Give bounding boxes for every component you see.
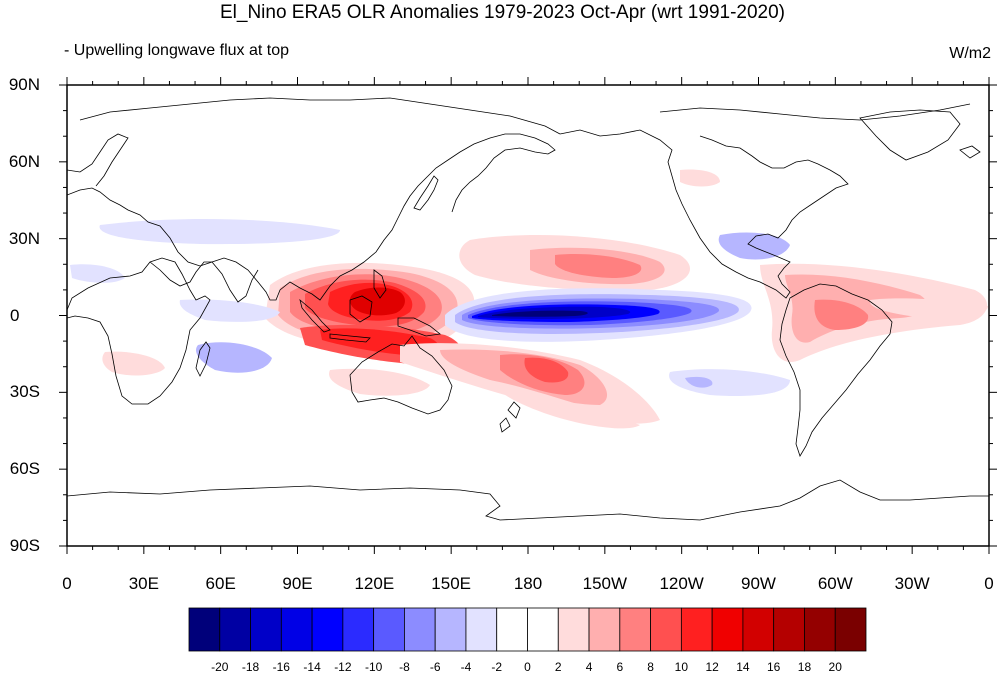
colorbar-label: 10 <box>674 660 689 674</box>
greenland-coastline <box>859 109 961 161</box>
colorbar-swatch <box>619 607 651 652</box>
latitude-label: 60S <box>9 459 40 479</box>
new-zealand-coastline <box>499 401 521 433</box>
colorbar-swatch <box>711 607 744 652</box>
longitude-label: 30W <box>894 574 930 593</box>
colorbar-swatch <box>404 607 436 652</box>
longitude-label: 30E <box>128 574 159 593</box>
coastlines <box>67 97 989 521</box>
colorbar-swatch <box>557 607 590 652</box>
anomaly-field <box>70 169 988 429</box>
colorbar-label: 4 <box>585 660 593 674</box>
colorbar-label: -20 <box>211 660 229 674</box>
antarctica-coastline <box>67 479 989 521</box>
minor-anomalies <box>70 169 988 429</box>
europe-coastline <box>67 133 129 187</box>
colorbar-label: 16 <box>766 660 781 674</box>
latitude-label: 0 <box>10 305 20 325</box>
colorbar-swatch <box>773 607 805 652</box>
longitude-label: 60E <box>205 574 236 593</box>
colorbar-swatch <box>342 607 375 652</box>
latitude-label: 90S <box>9 536 40 555</box>
iceland-coastline <box>959 145 981 159</box>
latitude-label: 30N <box>8 228 40 248</box>
americas-positive-anomaly <box>760 263 987 362</box>
japan-coastline <box>413 175 439 211</box>
latitude-label: 30S <box>9 382 40 402</box>
south-america-coastline <box>779 283 893 457</box>
arctic-coastline-north-america <box>659 103 971 121</box>
axis-ticks <box>59 77 997 554</box>
colorbar-swatch <box>280 607 313 652</box>
colorbar-label: 14 <box>736 660 750 674</box>
colorbar-label: -16 <box>272 660 290 674</box>
eurasia-coastline <box>67 133 556 301</box>
colorbar-swatch <box>465 607 498 652</box>
central-pacific-negative-anomaly <box>445 288 752 342</box>
colorbar-label: -14 <box>303 660 321 674</box>
colorbar-label: -12 <box>334 660 352 674</box>
colorbar-label: 6 <box>616 660 624 674</box>
latitude-label: 90N <box>8 75 40 94</box>
philippines-coastline <box>373 269 387 299</box>
colorbar-label: -4 <box>460 660 472 674</box>
sumatra-coastline <box>299 298 331 333</box>
colorbar-label: 8 <box>647 660 654 674</box>
north-america-coastline <box>559 129 849 299</box>
colorbar-swatch <box>527 607 559 652</box>
colorbar-swatch <box>373 607 405 652</box>
colorbar-label: -8 <box>399 660 410 674</box>
colorbar-label: -18 <box>241 660 260 674</box>
longitude-label: 60W <box>817 574 853 593</box>
africa-coastline <box>67 257 211 405</box>
colorbar-swatch <box>311 607 344 652</box>
colorbar-swatch <box>434 607 467 652</box>
longitude-label: 90E <box>282 574 313 593</box>
colorbar-label: 2 <box>554 660 562 674</box>
longitude-label: 0 <box>62 574 72 593</box>
longitude-label: 0 <box>984 574 994 593</box>
colorbar-swatch <box>680 607 713 652</box>
longitude-label: 120E <box>354 574 395 593</box>
spcz-positive-anomaly <box>400 343 660 424</box>
arctic-coastline-eurasia <box>79 97 561 135</box>
new-guinea-coastline <box>397 317 441 337</box>
latitude-label: 60N <box>8 151 40 171</box>
colorbar-label: -2 <box>491 660 503 674</box>
longitude-label: 180 <box>513 574 543 593</box>
longitude-label: 120W <box>659 574 704 593</box>
colorbar-swatch <box>834 607 867 652</box>
colorbar-swatch <box>588 607 621 652</box>
colorbar-swatch <box>650 607 682 652</box>
arabia-india-coastline <box>149 261 259 303</box>
colorbar-label: 0 <box>524 660 531 674</box>
colorbar <box>188 607 867 652</box>
longitude-label: 150W <box>582 574 628 593</box>
colorbar-swatch <box>219 607 251 652</box>
colorbar-label: 12 <box>705 660 719 674</box>
units-label: W/m2 <box>949 45 991 62</box>
colorbar-label: 18 <box>797 660 812 674</box>
colorbar-swatch <box>742 607 775 652</box>
borneo-coastline <box>349 295 373 323</box>
colorbar-label: -10 <box>364 660 383 674</box>
north-pacific-positive-anomaly <box>459 235 690 291</box>
colorbar-label: -6 <box>429 660 441 674</box>
colorbar-swatch <box>496 607 528 652</box>
colorbar-swatch <box>250 607 282 652</box>
colorbar-swatch <box>804 607 836 652</box>
australia-coastline <box>349 335 453 415</box>
java-coastline <box>329 333 371 343</box>
map-title: El_Nino ERA5 OLR Anomalies 1979-2023 Oct… <box>219 2 785 23</box>
colorbar-label: 20 <box>828 660 842 674</box>
colorbar-swatch <box>188 607 221 652</box>
map-subtitle: - Upwelling longwave flux at top <box>64 42 290 59</box>
madagascar-coastline <box>195 341 211 377</box>
longitude-label: 90W <box>741 574 776 593</box>
longitude-label: 150E <box>431 574 472 593</box>
